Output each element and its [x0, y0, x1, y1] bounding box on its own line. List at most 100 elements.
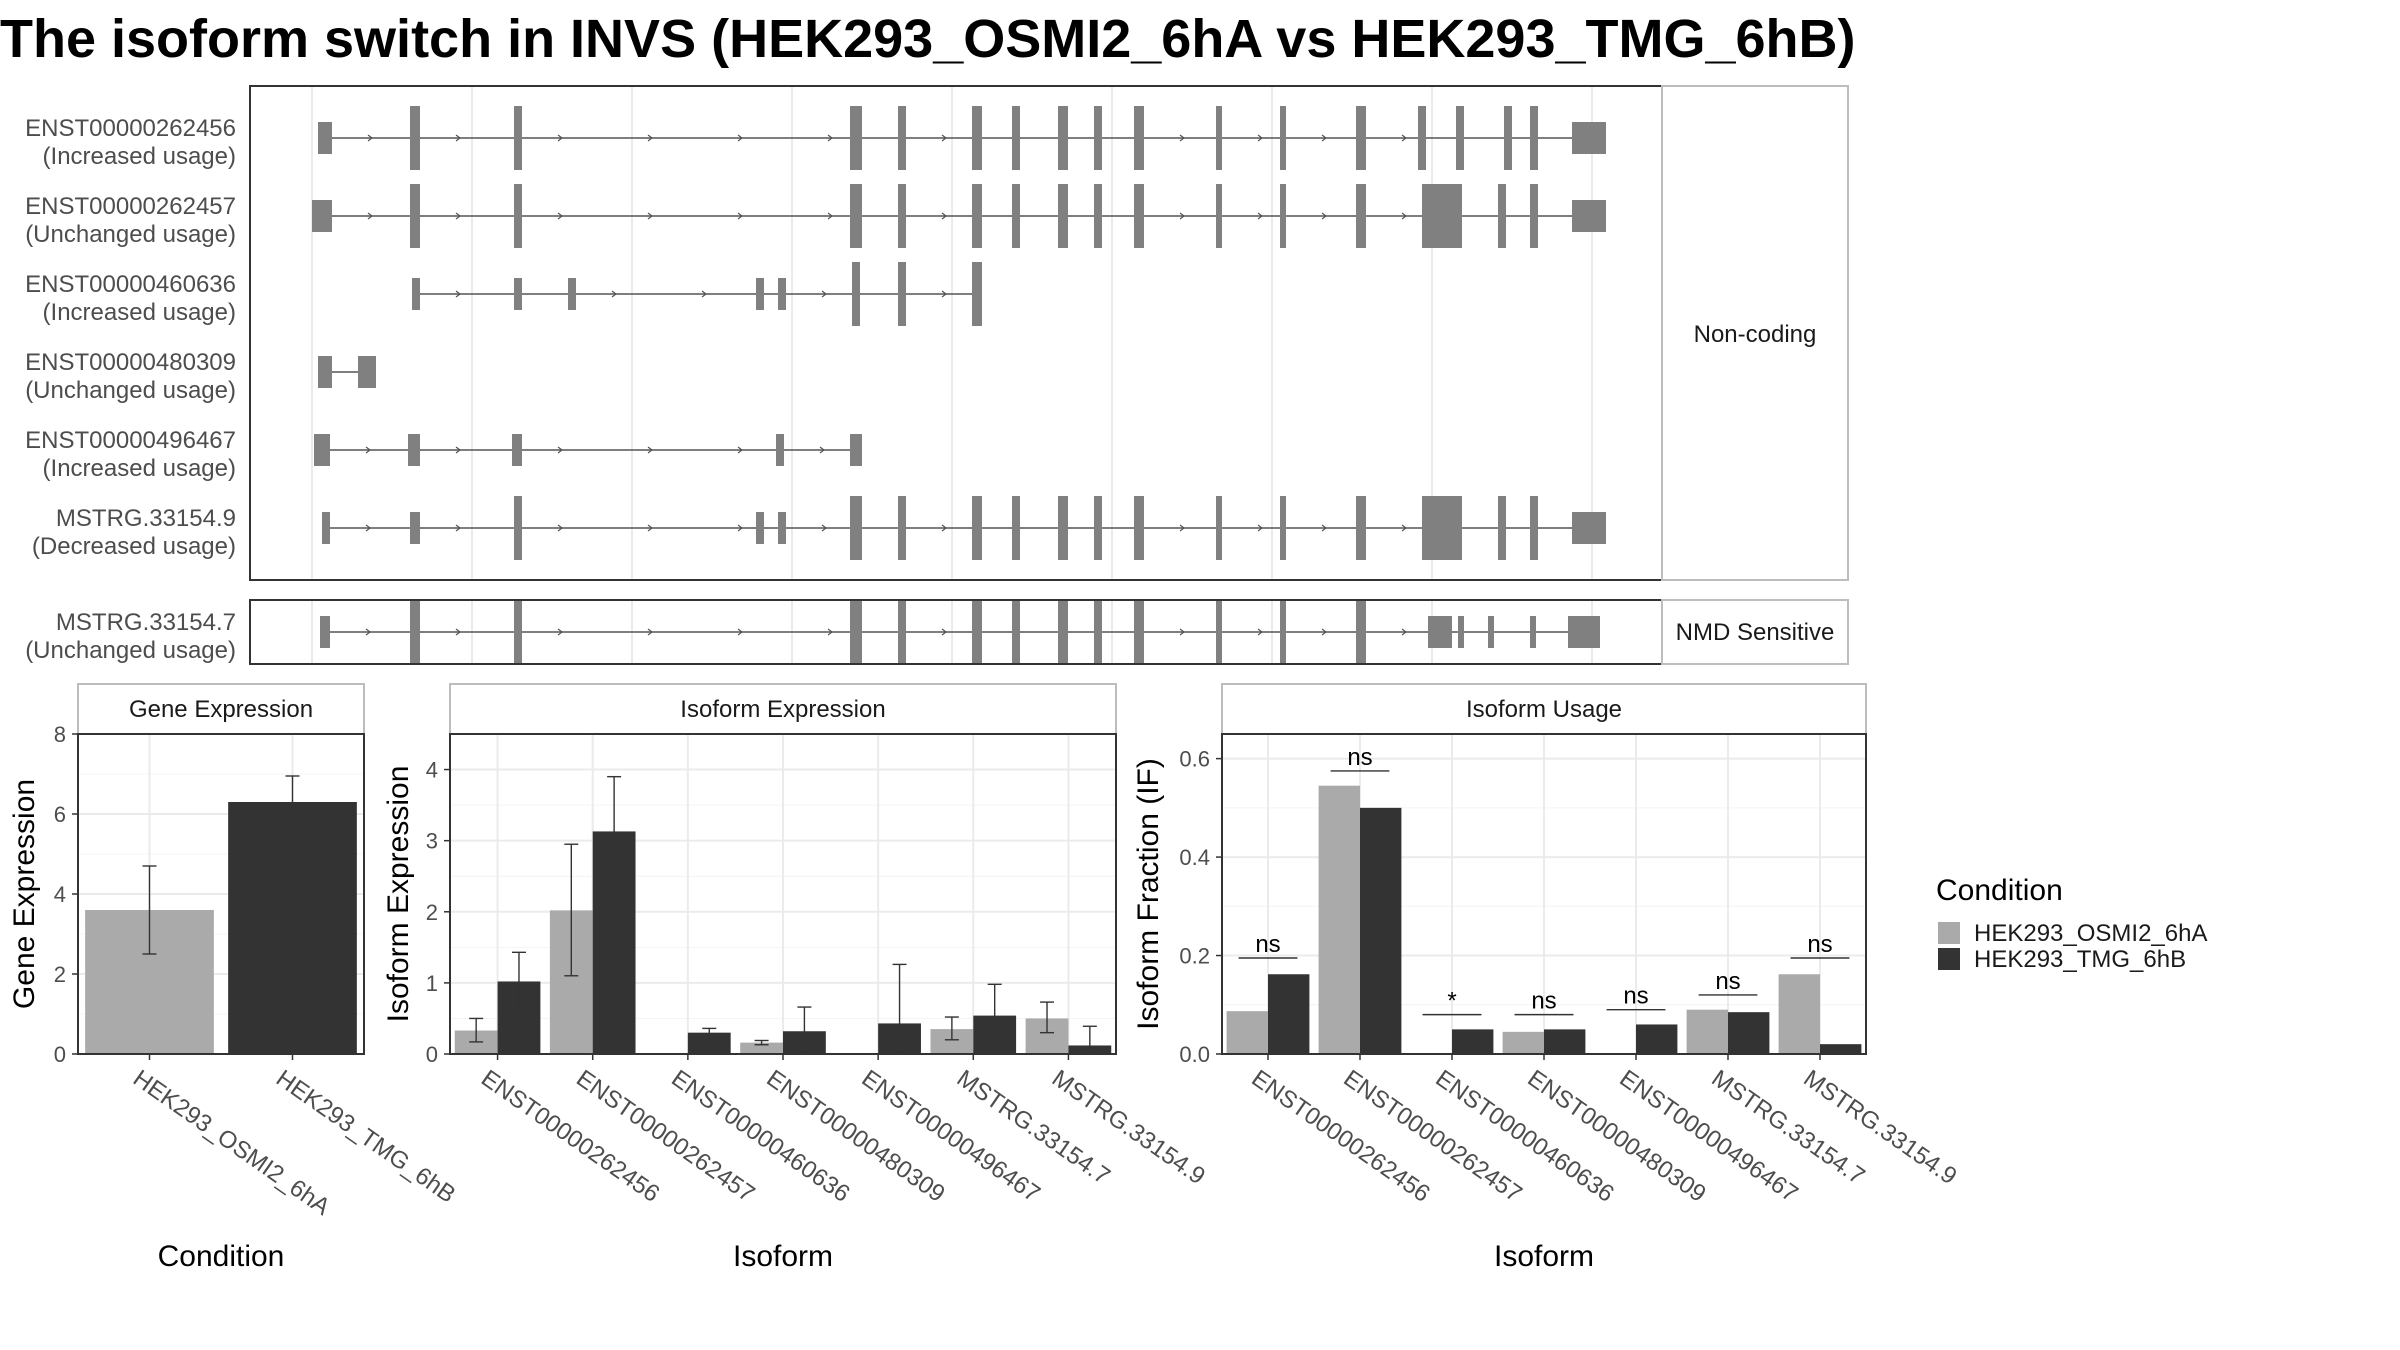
intron-arrow	[1401, 212, 1407, 220]
x-axis-label: Condition	[158, 1240, 285, 1273]
exon	[1572, 122, 1606, 154]
exon	[1280, 184, 1286, 248]
exon	[514, 184, 522, 248]
legend-swatch	[1938, 948, 1960, 970]
y-tick-label: 2	[426, 900, 438, 925]
y-tick-label: 3	[426, 829, 438, 854]
transcript-usage-label: (Unchanged usage)	[25, 221, 236, 248]
exon	[850, 106, 862, 170]
intron-arrow	[827, 628, 833, 636]
exon	[1280, 106, 1286, 170]
y-tick-label: 4	[426, 758, 438, 783]
exon	[1216, 106, 1222, 170]
x-tick-label: ENST00000480309	[762, 1065, 950, 1208]
intron-arrow	[737, 524, 743, 532]
exon	[1488, 616, 1494, 648]
panel-title: Isoform Usage	[1466, 696, 1622, 723]
transcript-usage-label: (Increased usage)	[43, 143, 236, 170]
exon	[1058, 184, 1068, 248]
strip-label-noncoding: Non-coding	[1694, 321, 1817, 348]
exon	[512, 434, 522, 466]
page-title: The isoform switch in INVS (HEK293_OSMI2…	[0, 9, 1856, 69]
legend-swatch	[1938, 922, 1960, 944]
exon	[898, 184, 906, 248]
intron-arrow	[821, 290, 827, 298]
transcript-usage-label: (Unchanged usage)	[25, 637, 236, 664]
exon	[1280, 496, 1286, 560]
intron-arrow	[455, 524, 461, 532]
y-tick-label: 1	[426, 971, 438, 996]
bar	[1636, 1024, 1678, 1054]
x-tick-label: ENST00000460636	[666, 1065, 854, 1208]
exon	[756, 512, 764, 544]
plot-border	[77, 733, 365, 1055]
intron-arrow	[455, 628, 461, 636]
intron-arrow	[737, 628, 743, 636]
exon	[972, 496, 982, 560]
intron-arrow	[1257, 212, 1263, 220]
transcript-usage-label: (Increased usage)	[43, 455, 236, 482]
intron-arrow	[1179, 628, 1185, 636]
exon	[1280, 600, 1286, 664]
intron-arrow	[827, 212, 833, 220]
y-tick-label: 6	[54, 802, 66, 827]
intron-arrow	[1321, 134, 1327, 142]
strip-box	[1221, 683, 1867, 735]
transcript-usage-label: (Unchanged usage)	[25, 377, 236, 404]
intron-arrow	[1257, 524, 1263, 532]
intron-arrow	[365, 524, 371, 532]
exon	[1456, 106, 1464, 170]
exon	[314, 434, 330, 466]
exon	[408, 434, 420, 466]
transcript-id-label: ENST00000262456	[25, 115, 236, 142]
intron-arrow	[941, 212, 947, 220]
transcript-id-label: ENST00000262457	[25, 193, 236, 220]
exon	[1134, 184, 1144, 248]
exon	[412, 278, 420, 310]
exon	[776, 434, 784, 466]
intron-arrow	[647, 212, 653, 220]
intron-arrow	[1321, 524, 1327, 532]
x-tick-label: MSTRG.33154.7	[1707, 1065, 1870, 1190]
intron-arrow	[455, 134, 461, 142]
exon	[898, 496, 906, 560]
intron-arrow	[647, 446, 653, 454]
legend-label: HEK293_TMG_6hB	[1974, 946, 2186, 973]
exon	[972, 262, 982, 326]
exon	[1572, 512, 1606, 544]
intron-arrow	[1321, 212, 1327, 220]
intron-arrow	[647, 134, 653, 142]
exon	[1058, 600, 1068, 664]
exon	[1568, 616, 1600, 648]
y-tick-label: 0.4	[1179, 845, 1210, 870]
y-tick-label: 4	[54, 882, 66, 907]
intron-arrow	[1401, 134, 1407, 142]
y-tick-label: 8	[54, 722, 66, 747]
exon	[1134, 600, 1144, 664]
exon	[1458, 616, 1464, 648]
intron-arrow	[557, 212, 563, 220]
exon	[568, 278, 576, 310]
y-tick-label: 2	[54, 962, 66, 987]
x-axis-label: Isoform	[1494, 1240, 1594, 1273]
plot-border	[449, 733, 1117, 1055]
exon	[898, 600, 906, 664]
exon	[1134, 106, 1144, 170]
exon	[850, 600, 862, 664]
exon	[514, 278, 522, 310]
exon	[318, 356, 332, 388]
y-axis-label: Isoform Fraction (IF)	[1132, 758, 1165, 1030]
exon	[1216, 184, 1222, 248]
exon	[514, 496, 522, 560]
x-tick-label: ENST00000496467	[857, 1065, 1045, 1208]
bar	[1318, 785, 1360, 1054]
panel-title: Gene Expression	[129, 696, 313, 723]
exon	[1356, 106, 1366, 170]
intron-arrow	[557, 628, 563, 636]
intron-arrow	[819, 446, 825, 454]
exon	[1530, 106, 1538, 170]
intron-arrow	[1179, 524, 1185, 532]
intron-arrow	[821, 524, 827, 532]
y-tick-label: 0	[54, 1042, 66, 1067]
intron-arrow	[737, 446, 743, 454]
